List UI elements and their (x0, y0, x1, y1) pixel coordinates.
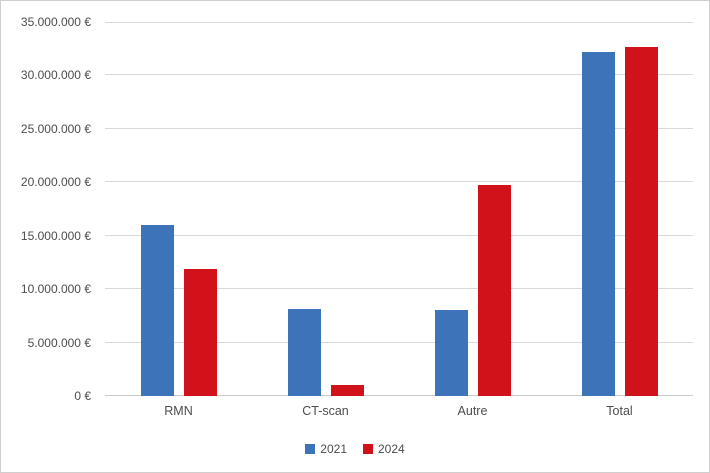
gridline (105, 128, 693, 129)
bar-2021-ct-scan (288, 309, 321, 396)
x-category-label-ct-scan: CT-scan (302, 404, 349, 418)
y-tick-label: 30.000.000 € (20, 68, 91, 82)
gridline (105, 74, 693, 75)
legend-item-2021: 2021 (305, 442, 347, 456)
bar-2024-autre (478, 185, 511, 396)
legend-label: 2024 (378, 442, 405, 456)
x-category-label-total: Total (606, 404, 633, 418)
bar-2024-total (625, 47, 658, 396)
plot-area (105, 22, 693, 396)
legend-item-2024: 2024 (363, 442, 405, 456)
gridline (105, 288, 693, 289)
y-tick-label: 15.000.000 € (20, 229, 91, 243)
gridline (105, 181, 693, 182)
y-tick-label: 25.000.000 € (20, 122, 91, 136)
bar-2024-rmn (184, 269, 217, 396)
bar-2021-total (582, 52, 615, 396)
y-tick-label: 5.000.000 € (27, 336, 91, 350)
x-category-label-rmn: RMN (164, 404, 193, 418)
gridline (105, 342, 693, 343)
gridline (105, 22, 693, 23)
legend-label: 2021 (320, 442, 347, 456)
legend-swatch-2024 (363, 444, 373, 454)
chart-legend: 2021 2024 (1, 442, 709, 456)
bar-2021-rmn (141, 225, 174, 396)
gridline (105, 235, 693, 236)
y-tick-label: 0 € (74, 389, 91, 403)
y-tick-label: 35.000.000 € (20, 15, 91, 29)
legend-swatch-2021 (305, 444, 316, 454)
y-tick-label: 20.000.000 € (20, 175, 91, 189)
x-category-label-autre: Autre (457, 404, 488, 418)
bar-2024-ct-scan (331, 385, 364, 396)
bar-2021-autre (435, 310, 468, 396)
x-axis-line (105, 395, 693, 396)
y-tick-label: 10.000.000 € (20, 282, 91, 296)
